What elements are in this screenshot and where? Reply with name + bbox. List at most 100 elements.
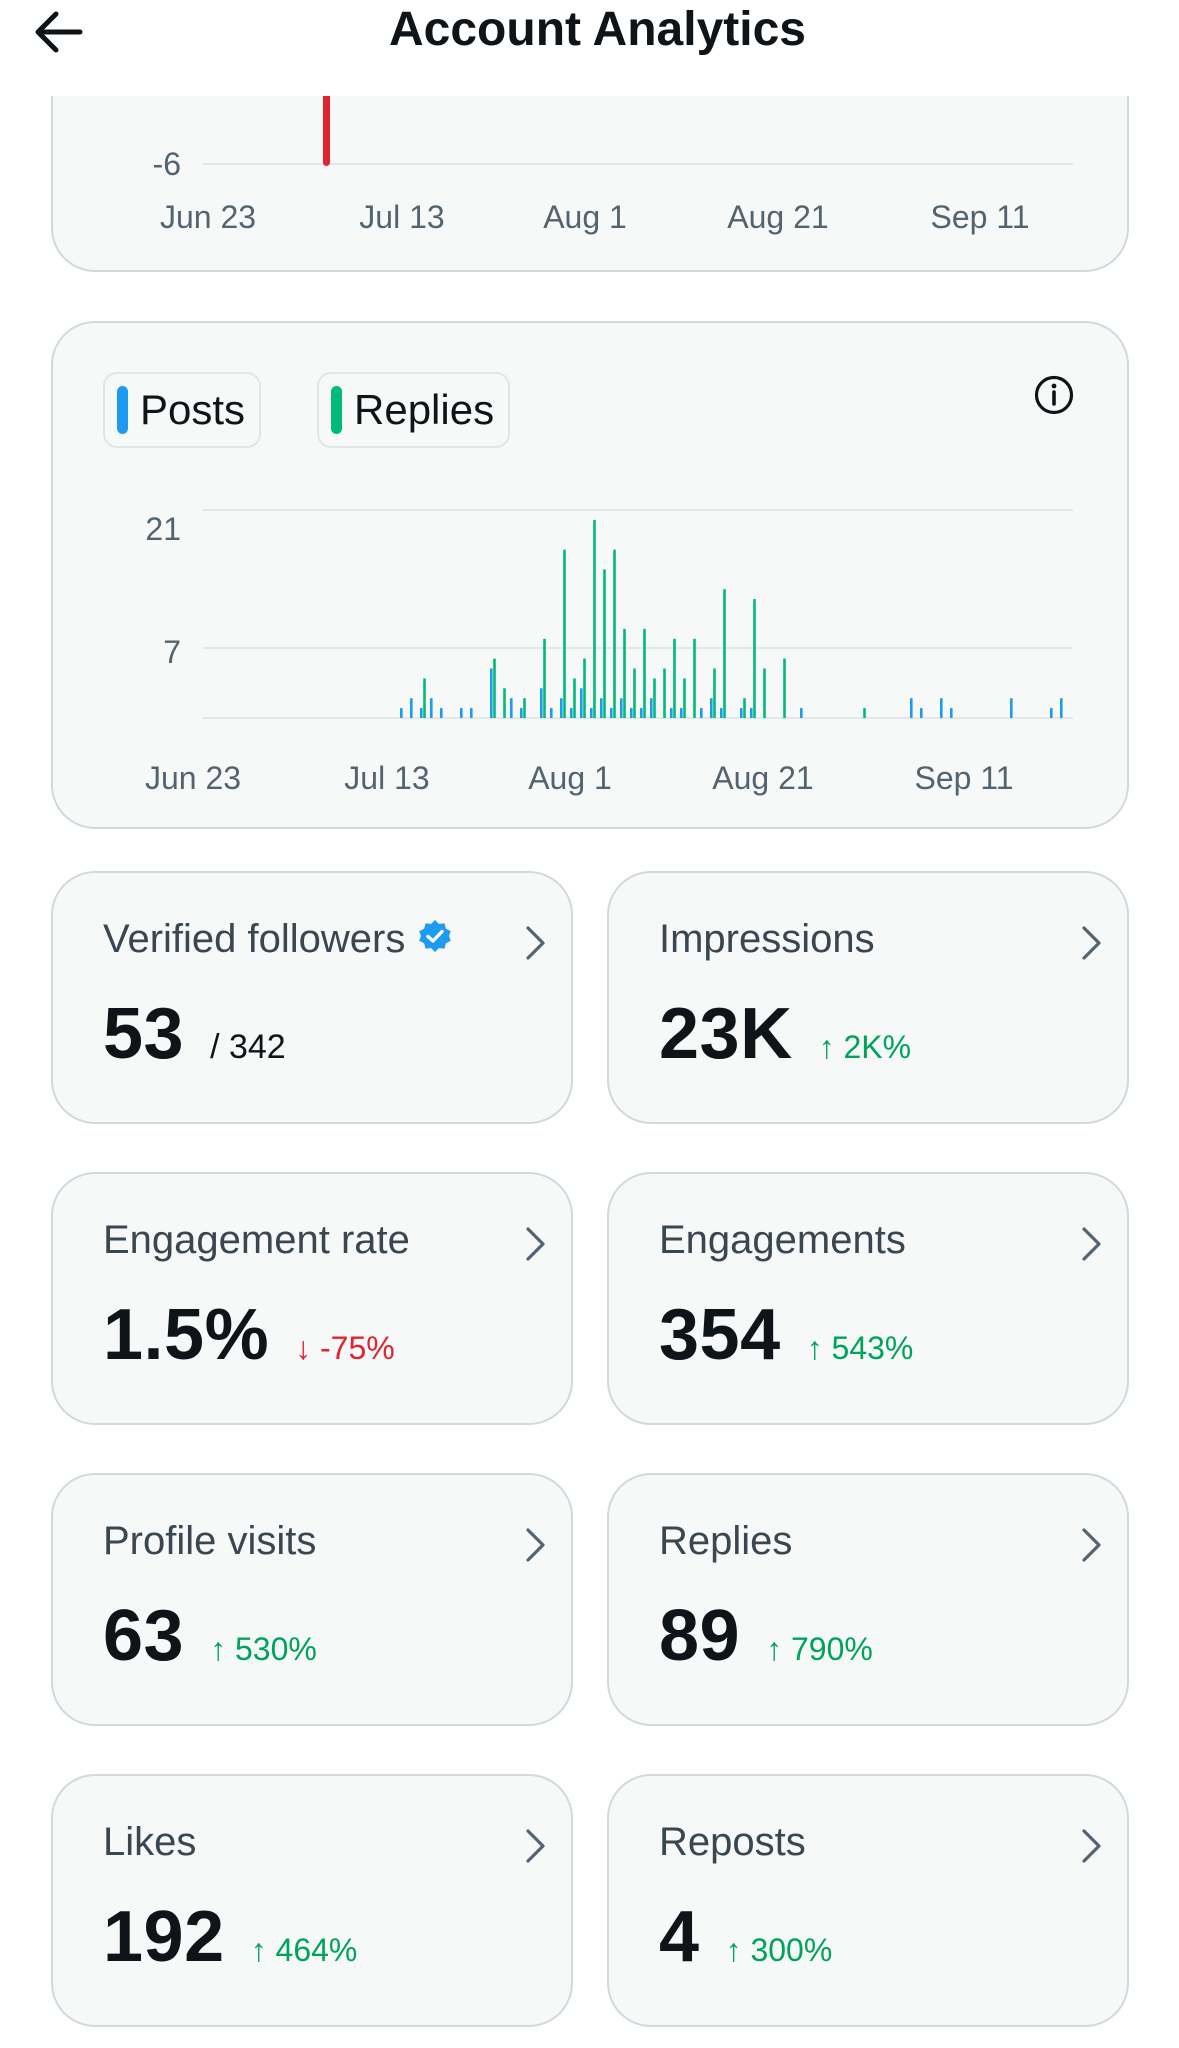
metric-label-text: Impressions — [659, 917, 875, 961]
header: Account Analytics — [0, 0, 1179, 96]
posts-bar — [640, 708, 643, 718]
replies-bar — [673, 638, 676, 718]
posts-bar — [540, 688, 543, 718]
metric-label-text: Likes — [103, 1820, 197, 1864]
posts-bar — [1060, 698, 1063, 718]
metric-value-row: 89 ↑ 790% — [659, 1595, 873, 1677]
posts-bar — [800, 708, 803, 718]
metric-total: / 342 — [210, 1028, 286, 1066]
chevron-right-icon — [523, 923, 549, 968]
chevron-right-icon — [1079, 1525, 1105, 1570]
replies-swatch — [331, 386, 342, 434]
replies-bar — [863, 708, 866, 718]
posts-bar — [920, 708, 923, 718]
metric-value: 192 — [103, 1897, 225, 1977]
metric-label-text: Verified followers — [103, 917, 406, 961]
metric-card-verified-followers[interactable]: Verified followers 53 / 342 — [51, 871, 573, 1124]
replies-bar — [743, 698, 746, 718]
posts-bar — [470, 708, 473, 718]
metric-change: ↑ 543% — [806, 1330, 914, 1366]
replies-bar — [763, 668, 766, 718]
posts-bar — [910, 698, 913, 718]
replies-bar — [753, 599, 756, 718]
back-button[interactable] — [22, 0, 94, 64]
info-icon[interactable] — [1033, 374, 1075, 416]
posts-bar — [700, 708, 703, 718]
chevron-right-icon — [523, 1525, 549, 1570]
y-tick-7: 7 — [163, 634, 181, 670]
posts-bar — [460, 708, 463, 718]
top-x-tick-1: Jun 23 — [160, 199, 256, 235]
posts-bar — [570, 708, 573, 718]
metric-value: 89 — [659, 1596, 741, 1676]
metric-card-reposts[interactable]: Reposts 4 ↑ 300% — [607, 1774, 1129, 2027]
top-x-tick-4: Aug 21 — [727, 199, 828, 235]
chevron-right-icon — [523, 1826, 549, 1871]
replies-bar — [623, 628, 626, 718]
metric-label: Replies — [659, 1519, 792, 1564]
replies-bar — [523, 698, 526, 718]
top-chart: -6 Jun 23 Jul 13 Aug 1 Aug 21 Sep 11 — [153, 92, 1073, 235]
posts-bar — [410, 698, 413, 718]
top-y-tick: -6 — [153, 146, 181, 182]
metric-label: Verified followers — [103, 917, 453, 964]
metric-change: ↑ 530% — [210, 1631, 317, 1667]
posts-bar — [490, 668, 493, 718]
posts-bar — [430, 698, 433, 718]
posts-swatch — [117, 386, 128, 434]
posts-bar — [940, 698, 943, 718]
metric-label: Likes — [103, 1820, 196, 1865]
metric-label: Profile visits — [103, 1519, 316, 1564]
legend-replies[interactable]: Replies — [317, 372, 511, 448]
metric-card-engagement-rate[interactable]: Engagement rate 1.5% ↓ -75% — [51, 1172, 573, 1425]
metric-value: 4 — [659, 1897, 700, 1977]
legend-posts[interactable]: Posts — [103, 372, 262, 448]
metric-value: 63 — [103, 1596, 185, 1676]
posts-bar — [750, 708, 753, 718]
x-tick-5: Sep 11 — [914, 760, 1013, 796]
posts-bar — [1010, 698, 1013, 718]
metric-label: Engagements — [659, 1218, 906, 1263]
metric-change: ↑ 300% — [725, 1932, 833, 1968]
posts-bar — [670, 708, 673, 718]
chevron-right-icon — [1079, 1826, 1105, 1871]
verified-badge-icon — [417, 918, 453, 964]
replies-bar — [643, 628, 646, 718]
metric-label: Engagement rate — [103, 1218, 410, 1263]
posts-bar — [620, 698, 623, 718]
posts-bar — [400, 708, 403, 718]
posts-bar — [1050, 708, 1053, 718]
metric-card-impressions[interactable]: Impressions 23K ↑ 2K% — [607, 871, 1129, 1124]
x-tick-3: Aug 1 — [528, 760, 612, 796]
metric-card-profile-visits[interactable]: Profile visits 63 ↑ 530% — [51, 1473, 573, 1726]
posts-bar — [610, 708, 613, 718]
replies-bar — [593, 519, 596, 718]
posts-bar — [630, 708, 633, 718]
posts-bar — [580, 688, 583, 718]
replies-bar — [723, 589, 726, 718]
y-tick-21: 21 — [145, 511, 181, 547]
posts-bar — [740, 708, 743, 718]
top-chart-marker-bar — [323, 92, 330, 166]
chevron-right-icon — [1079, 1224, 1105, 1269]
metric-label-text: Engagement rate — [103, 1218, 410, 1262]
x-tick-4: Aug 21 — [712, 760, 813, 796]
metric-value-row: 23K ↑ 2K% — [659, 993, 911, 1075]
replies-bar — [503, 688, 506, 718]
metric-label-text: Profile visits — [103, 1519, 317, 1563]
bar-group — [400, 519, 1063, 718]
top-x-tick-2: Jul 13 — [359, 199, 444, 235]
arrow-left-icon — [35, 11, 83, 53]
metric-value: 354 — [659, 1295, 781, 1375]
page-title: Account Analytics — [389, 3, 806, 56]
metric-value-row: 53 / 342 — [103, 993, 286, 1075]
activity-chart-card: Posts Replies 21 7 Jun 23 Jul 13 Aug 1 A… — [51, 321, 1129, 829]
replies-bar — [543, 638, 546, 718]
metric-card-engagements[interactable]: Engagements 354 ↑ 543% — [607, 1172, 1129, 1425]
posts-bar — [950, 708, 953, 718]
metric-change: ↑ 464% — [250, 1932, 358, 1968]
posts-bar — [420, 708, 423, 718]
replies-bar — [603, 569, 606, 718]
metric-card-replies[interactable]: Replies 89 ↑ 790% — [607, 1473, 1129, 1726]
metric-card-likes[interactable]: Likes 192 ↑ 464% — [51, 1774, 573, 2027]
